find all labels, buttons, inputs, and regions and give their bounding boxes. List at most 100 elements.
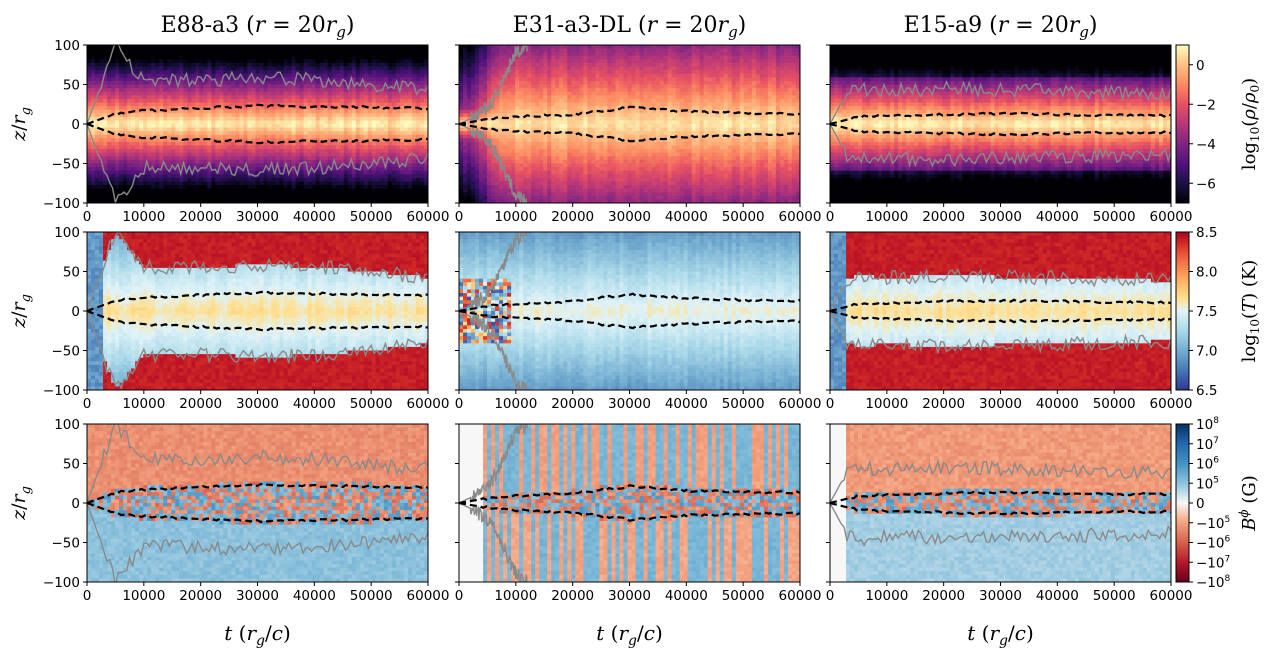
colorbar-tick-label: 107 — [1196, 436, 1219, 453]
x-tick-label: 0 — [826, 209, 835, 225]
heatmap-field — [459, 424, 800, 582]
x-axis-label: t (rg/c) — [967, 621, 1034, 649]
x-tick-label: 10000 — [494, 209, 537, 225]
x-tick-label: 50000 — [722, 396, 765, 412]
scale-height-upper — [87, 290, 428, 313]
x-tick-label: 10000 — [865, 588, 908, 604]
colorbar-tick-label: −105 — [1196, 515, 1230, 532]
x-tick-label: 40000 — [665, 396, 708, 412]
x-tick-label: 10000 — [494, 588, 537, 604]
y-axis-label: z/rg — [8, 107, 34, 142]
heatmap-field — [830, 424, 1171, 582]
heatmap-field — [459, 232, 800, 390]
colorbar-tick-label: −2 — [1196, 97, 1216, 113]
y-tick-label: 50 — [63, 457, 80, 473]
x-tick-label: 20000 — [551, 209, 594, 225]
x-tick-label: 30000 — [979, 209, 1022, 225]
x-tick-label: 40000 — [1036, 588, 1079, 604]
x-tick-label: 0 — [826, 396, 835, 412]
scale-height-lower — [830, 309, 1171, 324]
x-tick-label: 40000 — [1036, 209, 1079, 225]
gray-contour-lower — [459, 502, 528, 582]
x-tick-label: 20000 — [551, 588, 594, 604]
gray-contour-lower — [830, 123, 1171, 168]
colorbar-tick-label: −106 — [1196, 535, 1231, 552]
x-tick-label: 30000 — [236, 588, 279, 604]
x-tick-label: 40000 — [1036, 396, 1079, 412]
x-tick-label: 50000 — [350, 396, 393, 412]
gray-contour-upper — [87, 45, 428, 125]
x-tick-label: 60000 — [1150, 209, 1193, 225]
x-tick-label: 30000 — [979, 588, 1022, 604]
scale-height-lower — [459, 122, 800, 143]
x-tick-label: 30000 — [236, 209, 279, 225]
scale-height-upper — [830, 111, 1171, 126]
colorbar-2: 8.5 8.0 7.5 7.0 6.5 log10(T) (K) — [1175, 225, 1262, 399]
y-tick-label: −100 — [43, 575, 80, 591]
panel-r3-c1: 0 10000 20000 30000 40000 50000 60000 100 50 0 −50… — [43, 417, 450, 604]
x-tick-label: 20000 — [551, 396, 594, 412]
y-axis-label: z/rg — [8, 294, 34, 329]
colorbar-tick-label: 105 — [1196, 475, 1219, 492]
x-tick-label: 40000 — [293, 396, 336, 412]
x-tick-label: 60000 — [779, 209, 822, 225]
colorbar-1: 0 −2 −4 −6 log10(ρ/ρ0) — [1175, 44, 1262, 204]
colorbar-label: log10(ρ/ρ0) — [1239, 78, 1262, 170]
colorbar-gradient — [1175, 423, 1190, 583]
y-tick-label: −50 — [52, 157, 81, 173]
x-tick-label: 0 — [83, 209, 92, 225]
y-tick-label: −100 — [43, 383, 80, 399]
gray-contour-upper — [459, 232, 528, 312]
scale-height-lower — [87, 122, 428, 145]
x-tick-label: 60000 — [1150, 396, 1193, 412]
scale-height-upper — [87, 103, 428, 126]
x-tick-label: 20000 — [179, 396, 222, 412]
gray-contour-lower — [459, 123, 528, 203]
x-tick-label: 10000 — [494, 396, 537, 412]
y-tick-label: 100 — [54, 417, 80, 433]
colorbar-tick-label: −4 — [1196, 137, 1216, 153]
y-tick-label: 50 — [63, 78, 80, 94]
gray-contour-upper — [87, 424, 428, 504]
colorbar-tick-label: 8.5 — [1196, 225, 1217, 241]
scale-height-upper — [459, 484, 800, 505]
gray-contour-upper — [830, 458, 1171, 504]
y-tick-label: 50 — [63, 265, 80, 281]
x-tick-label: 30000 — [608, 588, 651, 604]
x-tick-label: 40000 — [293, 588, 336, 604]
colorbar-tick-label: 106 — [1196, 456, 1219, 473]
gray-contour-upper — [830, 267, 1171, 312]
gray-contour-lower — [459, 310, 528, 390]
x-tick-label: 50000 — [722, 209, 765, 225]
x-tick-label: 30000 — [979, 396, 1022, 412]
x-axis-label: t (rg/c) — [224, 621, 291, 649]
column-title: E31-a3-DL (r = 20rg) — [513, 13, 747, 41]
heatmap-field — [459, 45, 800, 203]
gray-contour-lower — [830, 502, 1171, 547]
figure-text-layer: E88-a3 (r = 20rg) E31-a3-DL (r = 20rg) E15… — [8, 13, 1262, 649]
panel-r2-c2: 0 10000 20000 30000 40000 50000 60000 — [455, 231, 822, 412]
x-tick-label: 10000 — [122, 396, 165, 412]
x-tick-label: 20000 — [922, 588, 965, 604]
x-tick-label: 60000 — [779, 396, 822, 412]
x-tick-label: 10000 — [865, 209, 908, 225]
colorbar-tick-label: −108 — [1196, 574, 1231, 591]
panel-r1-c3: 0 10000 20000 30000 40000 50000 60000 — [826, 44, 1193, 225]
x-tick-label: 50000 — [1093, 588, 1136, 604]
y-tick-label: 100 — [54, 225, 80, 241]
x-tick-label: 20000 — [179, 588, 222, 604]
x-tick-label: 30000 — [608, 396, 651, 412]
gray-contour-lower — [87, 502, 428, 582]
x-tick-label: 40000 — [293, 209, 336, 225]
scale-height-upper — [459, 105, 800, 126]
x-tick-label: 50000 — [350, 209, 393, 225]
x-tick-label: 60000 — [407, 588, 450, 604]
scale-height-lower — [830, 501, 1171, 516]
y-axis-label: z/rg — [8, 486, 34, 521]
panel-r1-c1: 0 10000 20000 30000 40000 50000 60000 100 50 0 −50… — [43, 38, 450, 225]
heatmap-field — [87, 232, 428, 390]
panel-grid: 0 10000 20000 30000 40000 50000 60000 100 50 0 −50… — [43, 38, 1193, 604]
scale-height-upper — [830, 298, 1171, 313]
gray-contour-upper — [87, 232, 428, 312]
